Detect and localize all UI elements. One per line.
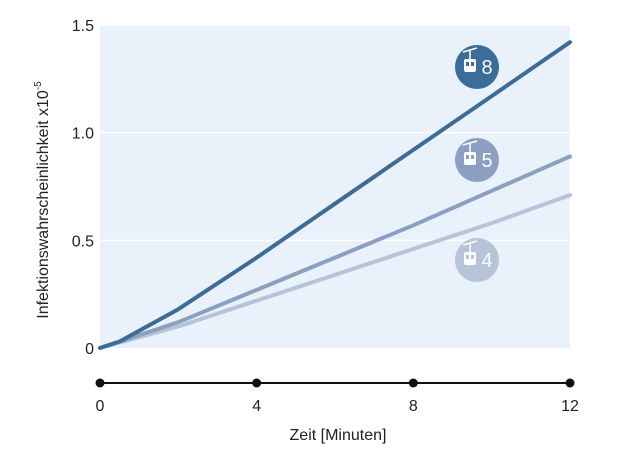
x-tick-label: 0 <box>96 398 105 415</box>
y-tick-label: 1.5 <box>72 18 94 35</box>
cable-car-icon <box>462 140 478 165</box>
x-axis-title: Zeit [Minuten] <box>290 427 387 444</box>
grid-lines <box>100 24 570 242</box>
series-label-4: 4 <box>481 250 492 272</box>
y-tick-labels: 0 0.5 1.0 1.5 <box>72 18 94 358</box>
x-tick-marker <box>95 378 105 388</box>
series-label-5: 5 <box>481 150 492 172</box>
x-tick-marker <box>252 378 262 388</box>
x-tick-label: 4 <box>252 398 261 415</box>
series-lines <box>98 40 572 350</box>
y-tick-label: 0.5 <box>72 233 94 250</box>
badge-circle <box>455 138 499 182</box>
y-tick-label: 1.0 <box>72 126 94 143</box>
badge-circle <box>455 238 499 282</box>
badge-circle <box>455 45 499 89</box>
series-label-8: 8 <box>481 57 492 79</box>
series-badges: 8 5 4 <box>455 45 499 282</box>
series-badge-8: 8 <box>455 45 499 89</box>
cable-car-icon <box>462 240 478 265</box>
y-axis-title-exponent: -5 <box>33 81 44 90</box>
y-axis-title-main: Infektionswahrscheinlichkeit x10 <box>35 90 52 319</box>
series-badge-5: 5 <box>455 138 499 182</box>
x-tick-label: 8 <box>409 398 418 415</box>
y-axis-title: Infektionswahrscheinlichkeit x10-5 <box>33 81 52 319</box>
x-tick-marker <box>565 378 575 388</box>
x-tick-label: 12 <box>561 398 579 415</box>
series-line-8 <box>98 40 572 350</box>
y-tick-label: 0 <box>85 341 94 358</box>
cable-car-icon <box>462 47 478 72</box>
x-axis: 0 4 8 12 <box>95 378 579 415</box>
x-tick-marker <box>408 378 418 388</box>
series-badge-4: 4 <box>455 238 499 282</box>
